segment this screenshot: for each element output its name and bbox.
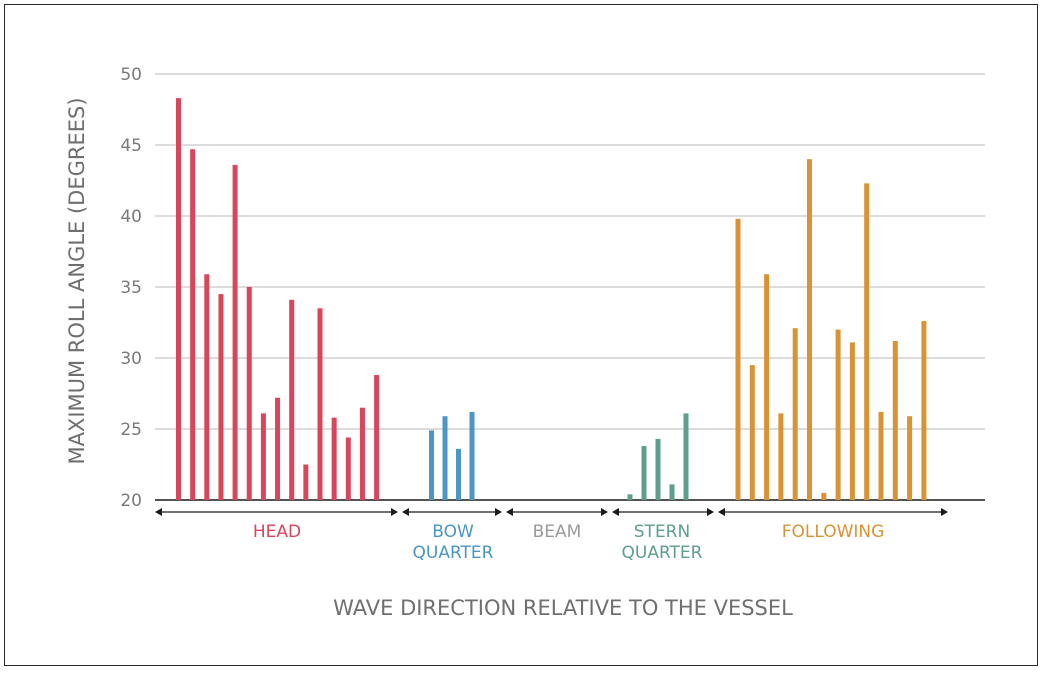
bow-bar [429, 430, 434, 500]
arrow-left-icon [718, 508, 725, 516]
following-bar [921, 321, 927, 500]
stern-group-label: QUARTER [622, 543, 703, 563]
following-bar [792, 328, 798, 500]
following-bar [835, 329, 841, 500]
stern-group-label: STERN [634, 522, 690, 542]
arrow-right-icon [391, 508, 398, 516]
following-bar [849, 342, 855, 500]
x-axis-title: WAVE DIRECTION RELATIVE TO THE VESSEL [333, 596, 793, 620]
arrow-left-icon [506, 508, 513, 516]
following-bar [764, 274, 770, 500]
head-bar [218, 294, 224, 500]
bow-bar [469, 411, 475, 500]
head-bar [176, 98, 181, 500]
stern-bar [683, 413, 689, 500]
head-bar [190, 149, 196, 500]
y-tick-label: 20 [120, 491, 142, 511]
arrow-left-icon [155, 508, 162, 516]
bow-group-label: QUARTER [413, 543, 494, 563]
y-tick-label: 40 [120, 207, 142, 227]
stern-bar [627, 494, 633, 500]
arrow-right-icon [601, 508, 608, 516]
arrow-right-icon [941, 508, 948, 516]
head-bar [303, 464, 309, 500]
bow-bar [442, 416, 448, 500]
head-bar [275, 397, 281, 500]
head-bar [246, 287, 252, 500]
following-bar [749, 365, 755, 500]
following-bar [807, 159, 812, 500]
stern-bar [669, 484, 675, 500]
arrow-left-icon [612, 508, 619, 516]
stern-bar [641, 446, 647, 500]
stern-bar [655, 438, 661, 500]
head-bar [331, 417, 337, 500]
y-axis-title: MAXIMUM ROLL ANGLE (DEGREES) [65, 97, 89, 464]
head-bar [359, 407, 365, 500]
arrow-left-icon [402, 508, 409, 516]
head-bar [374, 375, 380, 500]
following-group-label: FOLLOWING [782, 522, 885, 542]
head-group-label: HEAD [253, 522, 301, 542]
head-bar [289, 299, 295, 500]
arrow-right-icon [495, 508, 502, 516]
y-tick-label: 35 [120, 278, 142, 298]
following-bar [878, 411, 884, 500]
y-tick-label: 50 [120, 65, 142, 85]
head-bar [317, 308, 323, 500]
bow-group-label: BOW [432, 522, 474, 542]
head-bar [345, 437, 351, 500]
y-tick-label: 30 [120, 349, 142, 369]
following-bar [907, 416, 913, 500]
head-bar [204, 274, 210, 500]
following-bar [735, 218, 741, 500]
bow-bar [456, 448, 461, 500]
following-bar [892, 340, 898, 500]
head-bar [232, 164, 238, 500]
y-tick-label: 25 [120, 420, 142, 440]
head-bar [260, 413, 266, 500]
arrow-right-icon [707, 508, 714, 516]
y-tick-label: 45 [120, 136, 142, 156]
following-bar [864, 183, 870, 500]
following-bar [821, 492, 827, 500]
following-bar [778, 413, 784, 500]
beam-group-label: BEAM [533, 522, 582, 542]
